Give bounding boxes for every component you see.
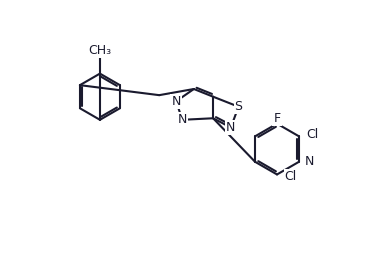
Text: N: N: [178, 113, 187, 126]
Text: Cl: Cl: [285, 170, 297, 183]
Text: Cl: Cl: [307, 128, 319, 140]
Text: S: S: [235, 100, 242, 113]
Text: N: N: [172, 95, 181, 108]
Text: F: F: [273, 112, 280, 125]
Text: N: N: [304, 155, 314, 168]
Text: N: N: [226, 121, 235, 134]
Text: CH₃: CH₃: [88, 44, 112, 57]
